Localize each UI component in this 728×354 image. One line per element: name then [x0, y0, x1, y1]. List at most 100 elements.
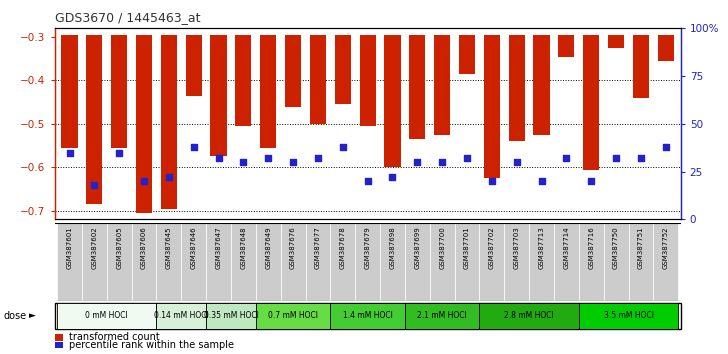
Bar: [459, 35, 475, 74]
Bar: [604, 223, 628, 301]
Bar: [206, 303, 256, 329]
Point: [411, 159, 423, 165]
Bar: [653, 223, 678, 301]
Bar: [331, 223, 355, 301]
Text: GSM387701: GSM387701: [464, 226, 470, 269]
Text: GSM387699: GSM387699: [414, 226, 420, 269]
Bar: [161, 35, 177, 209]
Text: GSM387716: GSM387716: [588, 226, 594, 269]
Bar: [434, 35, 450, 135]
Bar: [534, 35, 550, 135]
Point: [511, 159, 523, 165]
Bar: [657, 35, 674, 61]
Bar: [608, 35, 624, 48]
Bar: [281, 223, 306, 301]
Bar: [136, 35, 152, 213]
Bar: [55, 303, 681, 329]
Text: GSM387700: GSM387700: [439, 226, 446, 269]
Point: [288, 159, 299, 165]
Point: [660, 144, 672, 150]
Point: [486, 178, 498, 184]
Text: GSM387602: GSM387602: [91, 226, 98, 269]
Text: GSM387752: GSM387752: [662, 226, 669, 269]
Point: [536, 178, 547, 184]
Text: percentile rank within the sample: percentile rank within the sample: [69, 340, 234, 350]
Bar: [583, 35, 599, 170]
Text: GSM387713: GSM387713: [539, 226, 545, 269]
Bar: [210, 35, 226, 156]
Text: transformed count: transformed count: [69, 332, 160, 342]
Text: GSM387703: GSM387703: [514, 226, 520, 269]
Point: [337, 144, 349, 150]
Bar: [111, 35, 127, 148]
Bar: [132, 223, 157, 301]
Text: 0.14 mM HOCl: 0.14 mM HOCl: [154, 312, 209, 320]
Bar: [480, 303, 579, 329]
Bar: [409, 35, 425, 139]
Point: [262, 155, 274, 161]
Text: GSM387714: GSM387714: [563, 226, 569, 269]
Text: GDS3670 / 1445463_at: GDS3670 / 1445463_at: [55, 11, 200, 24]
Point: [63, 150, 75, 155]
Bar: [360, 35, 376, 126]
Bar: [57, 303, 157, 329]
Bar: [558, 35, 574, 57]
Point: [188, 144, 199, 150]
Text: GSM387698: GSM387698: [389, 226, 395, 269]
Bar: [480, 223, 505, 301]
Point: [89, 182, 100, 188]
Bar: [181, 223, 206, 301]
Text: GSM387645: GSM387645: [166, 226, 172, 269]
Point: [436, 159, 448, 165]
Text: GSM387648: GSM387648: [240, 226, 246, 269]
Bar: [260, 35, 277, 148]
Bar: [628, 223, 653, 301]
Point: [462, 155, 473, 161]
Text: GSM387606: GSM387606: [141, 226, 147, 269]
Bar: [430, 223, 454, 301]
Point: [213, 155, 224, 161]
Bar: [579, 223, 604, 301]
Text: GSM387647: GSM387647: [215, 226, 221, 269]
Bar: [285, 35, 301, 107]
Text: 1.4 mM HOCl: 1.4 mM HOCl: [343, 312, 392, 320]
Text: GSM387677: GSM387677: [315, 226, 321, 269]
Text: dose: dose: [4, 311, 27, 321]
Text: GSM387679: GSM387679: [365, 226, 371, 269]
Point: [362, 178, 373, 184]
Text: 2.8 mM HOCl: 2.8 mM HOCl: [505, 312, 554, 320]
Point: [635, 155, 646, 161]
Bar: [331, 303, 405, 329]
Bar: [231, 223, 256, 301]
Point: [114, 150, 125, 155]
Text: GSM387702: GSM387702: [489, 226, 495, 269]
Point: [138, 178, 150, 184]
Bar: [335, 35, 351, 104]
Bar: [186, 35, 202, 96]
Bar: [529, 223, 554, 301]
Bar: [454, 223, 480, 301]
Bar: [306, 223, 331, 301]
Bar: [61, 35, 78, 148]
Bar: [554, 223, 579, 301]
Bar: [509, 35, 525, 141]
Text: 3.5 mM HOCl: 3.5 mM HOCl: [604, 312, 654, 320]
Point: [312, 155, 324, 161]
Bar: [206, 223, 231, 301]
Text: 0 mM HOCl: 0 mM HOCl: [85, 312, 128, 320]
Text: 0.35 mM HOCl: 0.35 mM HOCl: [204, 312, 258, 320]
Text: ►: ►: [29, 312, 36, 320]
Bar: [310, 35, 326, 124]
Bar: [484, 35, 500, 178]
Bar: [633, 35, 649, 98]
Point: [610, 155, 622, 161]
Bar: [87, 35, 103, 204]
Bar: [384, 35, 400, 167]
Text: GSM387750: GSM387750: [613, 226, 619, 269]
Bar: [579, 303, 678, 329]
Point: [585, 178, 597, 184]
Point: [163, 175, 175, 180]
Bar: [256, 303, 331, 329]
Text: GSM387646: GSM387646: [191, 226, 197, 269]
Bar: [505, 223, 529, 301]
